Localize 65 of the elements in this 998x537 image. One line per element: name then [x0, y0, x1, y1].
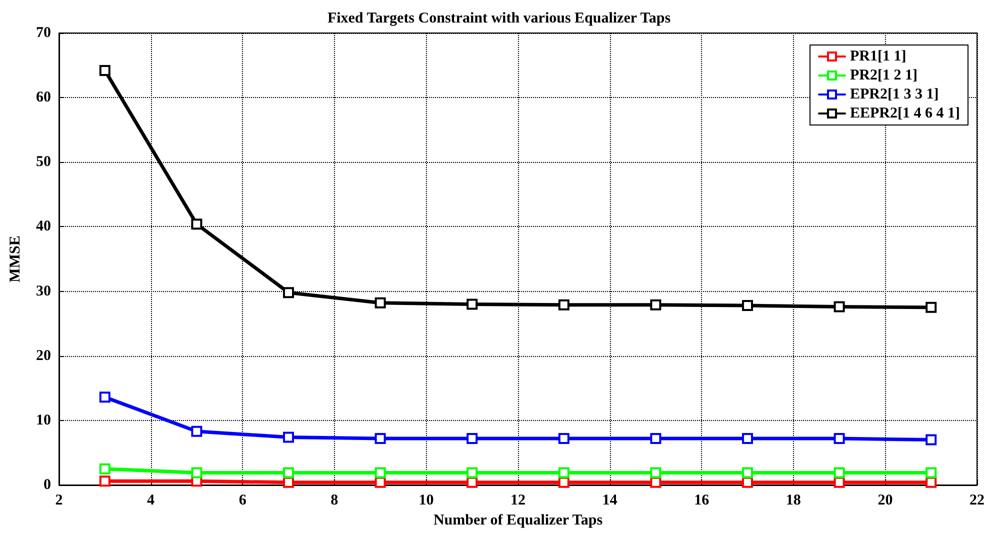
y-tick-label: 20: [36, 348, 51, 364]
legend-label: PR2[1 2 1]: [850, 68, 918, 84]
y-axis-title: MMSE: [8, 236, 24, 282]
legend-label: PR1[1 1]: [850, 48, 906, 64]
x-tick-label: 22: [970, 492, 984, 508]
x-tick-label: 16: [694, 492, 710, 508]
x-tick-label: 12: [510, 492, 526, 508]
x-tick-label: 10: [418, 492, 434, 508]
point: [466, 433, 478, 444]
point: [283, 476, 294, 488]
x-tick-label: 6: [238, 492, 247, 508]
x-axis-title: Number of Equalizer Taps: [433, 512, 603, 528]
point: [374, 467, 386, 478]
point: [283, 432, 294, 443]
point: [466, 476, 478, 488]
point: [926, 302, 937, 313]
point: [466, 298, 478, 310]
point: [374, 476, 386, 488]
point: [650, 299, 662, 310]
legend-label: EEPR2[1 4 6 4 1]: [850, 106, 960, 122]
point: [742, 467, 753, 478]
point: [558, 467, 570, 478]
x-tick-label: 20: [878, 492, 893, 508]
y-tick-label: 0: [44, 477, 51, 493]
point: [374, 297, 386, 308]
y-tick-label: 70: [36, 25, 51, 41]
point: [926, 467, 937, 478]
point: [558, 299, 570, 310]
point: [466, 467, 478, 478]
point: [191, 426, 202, 437]
x-tick-label: 2: [55, 492, 63, 508]
y-tick-label: 60: [36, 90, 51, 106]
y-tick-label: 30: [36, 283, 51, 300]
point: [374, 433, 386, 444]
x-tick-label: 4: [147, 492, 156, 508]
x-tick-label: 18: [786, 492, 801, 508]
point: [650, 433, 662, 444]
point: [834, 476, 845, 488]
point: [742, 476, 753, 488]
chart-title: Fixed Targets Constraint with various Equalizer Taps: [327, 10, 671, 26]
point: [191, 218, 202, 230]
x-tick-label: 8: [330, 492, 338, 508]
point: [926, 476, 937, 488]
point: [191, 467, 202, 478]
point: [99, 392, 110, 403]
point: [99, 463, 110, 474]
point: [283, 467, 294, 478]
y-tick-label: 40: [36, 218, 51, 235]
point: [99, 64, 110, 76]
point: [834, 301, 845, 312]
y-tick-label: 10: [36, 412, 51, 428]
point: [650, 476, 662, 488]
point: [926, 434, 937, 446]
point: [558, 433, 570, 444]
y-tick-label: 50: [36, 154, 51, 170]
point: [834, 433, 845, 444]
point: [283, 287, 294, 298]
legend-label: EPR2[1 3 3 1]: [850, 86, 939, 102]
point: [742, 300, 753, 311]
x-tick-label: 14: [602, 492, 618, 508]
point: [742, 433, 753, 444]
point: [650, 467, 662, 478]
point: [834, 467, 845, 478]
point: [558, 476, 570, 488]
point: [99, 476, 110, 487]
